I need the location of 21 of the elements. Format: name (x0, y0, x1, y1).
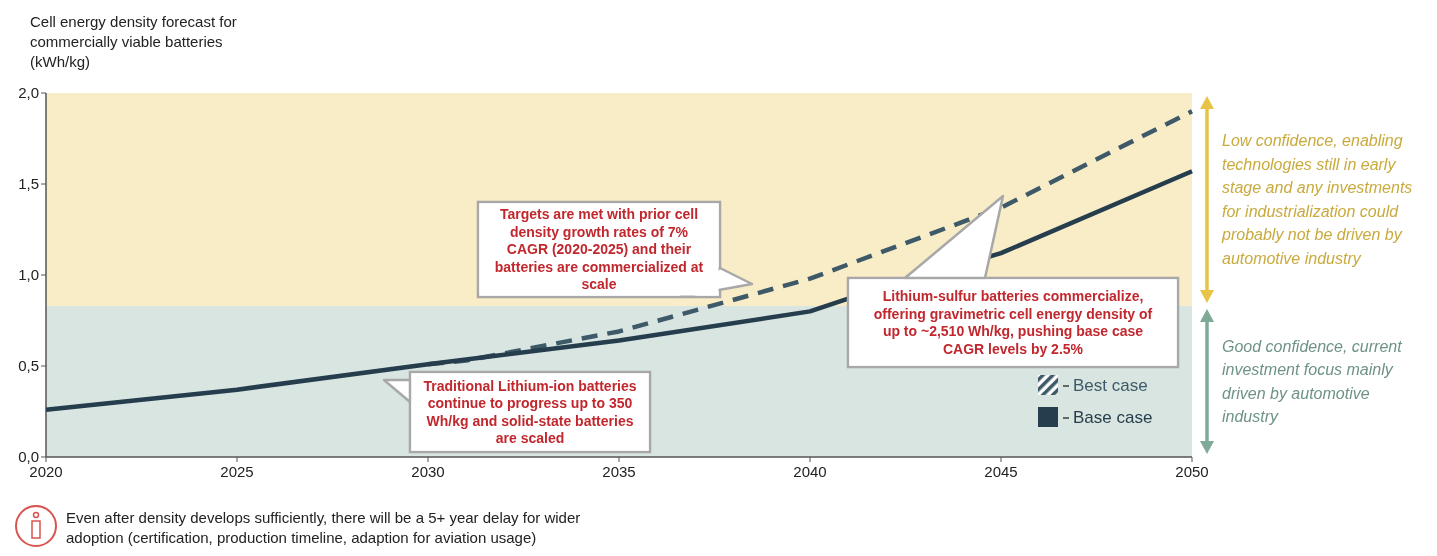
text: Even after density develops sufficiently, there will be a 5+ year delay for wider adoption (certification, production timeline, adaption for aviation usage) (66, 509, 581, 547)
x-tick-label: 2030 (411, 463, 445, 480)
band-label: Good confidence, current investment focus mainly driven by automotive industry (1222, 337, 1403, 426)
x-tick-label: 2045 (984, 463, 1018, 480)
annotation: Lithium-sulfur batteries commercialize, offering gravimetric cell energy density of up to ~2,510 Wh/kg, pushing base case CAGR levels by 2.5% (873, 288, 1153, 357)
band-label: Low confidence, enabling technologies still in early stage and any investments for industrialization could probably not be driven by automotive industry (1221, 132, 1413, 267)
annotation: Traditional Lithium-ion batteries continue to progress up to 350 Wh/kg and solid-state batteries are scaled (423, 377, 637, 447)
y-tick-label: 2,0 (18, 84, 39, 102)
text: Base case (1073, 407, 1153, 427)
x-tick-label: 2035 (602, 463, 636, 480)
y-tick-label: 1,0 (18, 266, 39, 284)
annotation: Targets are met with prior cell density growth rates of 7% CAGR (2020-2025) and their batteries are commercialized at scale (494, 206, 704, 293)
x-tick-label: 2025 (220, 463, 254, 480)
x-tick-label: 2040 (793, 463, 827, 480)
x-tick-label: 2050 (1175, 463, 1209, 480)
y-tick-label: 1,5 (18, 175, 39, 193)
y-tick-label: 0,5 (18, 357, 39, 375)
x-tick-label: 2020 (29, 463, 63, 480)
text: Best case (1073, 375, 1148, 395)
y-axis-title: Cell energy density forecast for commercially viable batteries (kWh/kg) (30, 13, 237, 70)
y-tick-label: 0,0 (18, 448, 39, 466)
